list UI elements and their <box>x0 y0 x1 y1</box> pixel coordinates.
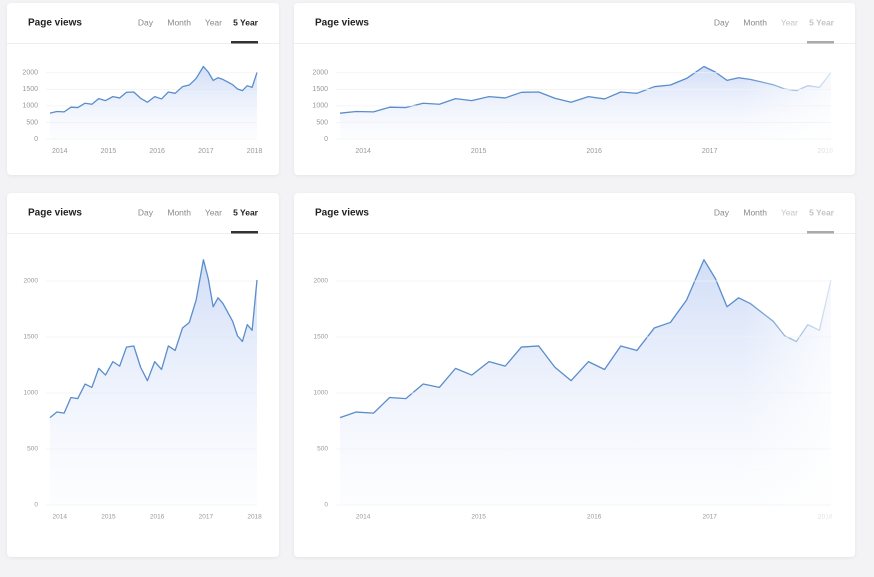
x-tick-label: 2018 <box>247 148 263 155</box>
y-tick-label: 1000 <box>312 103 328 110</box>
y-tick-label: 2000 <box>22 70 38 77</box>
x-tick-label: 2015 <box>471 514 486 521</box>
period-tab[interactable]: Day <box>138 17 154 27</box>
y-tick-label: 1000 <box>314 390 329 397</box>
y-tick-label: 500 <box>316 119 328 126</box>
y-tick-label: 1500 <box>314 334 329 341</box>
y-tick-label: 500 <box>317 446 328 453</box>
active-tab-indicator <box>807 231 834 234</box>
x-tick-label: 2016 <box>586 148 602 155</box>
line <box>49 259 258 419</box>
y-tick-label: 1000 <box>24 390 39 397</box>
period-tab[interactable]: 5 Year <box>233 207 259 217</box>
x-tick-label: 2016 <box>149 148 165 155</box>
y-tick-label: 500 <box>27 446 38 453</box>
period-tab[interactable]: 5 Year <box>233 17 259 27</box>
line <box>49 65 258 114</box>
card: Page views Day Month Year 5 Year 2014 2015 2016… <box>294 193 855 557</box>
y-tick-label: 2000 <box>314 278 329 285</box>
x-tick-label: 2018 <box>818 514 833 521</box>
period-tab[interactable]: Day <box>714 207 730 217</box>
area-fill <box>340 66 831 139</box>
y-tick-label: 1500 <box>22 86 38 93</box>
x-tick-label: 2017 <box>199 514 214 521</box>
card-title: Page views <box>315 18 369 29</box>
faded-plot: 2014 2015 2016 2017 2018 <box>339 65 833 155</box>
period-tab[interactable]: Year <box>781 17 798 27</box>
area-fill <box>340 259 831 505</box>
y-tick-label: 0 <box>34 136 38 143</box>
x-tick-label: 2014 <box>53 514 68 521</box>
period-tab[interactable]: Year <box>781 207 798 217</box>
x-tick-label: 2017 <box>702 514 717 521</box>
period-tab[interactable]: Day <box>714 17 730 27</box>
card-title: Page views <box>28 18 82 29</box>
x-tick-label: 2017 <box>198 148 214 155</box>
x-tick-label: 2014 <box>355 148 371 155</box>
period-tab[interactable]: Year <box>205 17 222 27</box>
x-tick-label: 2017 <box>702 148 718 155</box>
card: Page views Day Month Year 5 Year 0 500 1000 1500… <box>7 3 279 175</box>
active-tab-indicator <box>231 231 258 234</box>
y-tick-label: 2000 <box>312 70 328 77</box>
period-tab[interactable]: Month <box>743 17 767 27</box>
x-tick-label: 2016 <box>587 514 602 521</box>
y-tick-label: 0 <box>34 502 38 509</box>
y-tick-label: 1500 <box>24 334 39 341</box>
line <box>339 259 832 419</box>
active-tab-indicator <box>231 41 258 44</box>
y-tick-label: 0 <box>324 502 328 509</box>
x-tick-label: 2015 <box>471 148 487 155</box>
period-tab[interactable]: 5 Year <box>809 207 835 217</box>
period-tab[interactable]: Year <box>205 207 222 217</box>
y-tick-label: 1000 <box>22 103 38 110</box>
x-tick-label: 2014 <box>356 514 371 521</box>
period-tab[interactable]: Month <box>743 207 767 217</box>
period-tab[interactable]: 5 Year <box>809 17 835 27</box>
period-tab[interactable]: Month <box>167 17 191 27</box>
active-tab-indicator <box>807 41 834 44</box>
x-tick-label: 2016 <box>150 514 165 521</box>
card-title: Page views <box>28 208 82 219</box>
y-tick-label: 0 <box>324 136 328 143</box>
period-tab[interactable]: Month <box>167 207 191 217</box>
faded-plot: 2014 2015 2016 2017 2018 <box>339 259 833 521</box>
card: Page views Day Month Year 5 Year 2014 2015 2016… <box>294 3 855 175</box>
x-tick-label: 2018 <box>247 514 262 521</box>
area-fill <box>50 66 257 139</box>
area-fill <box>50 259 257 505</box>
x-tick-label: 2014 <box>52 148 68 155</box>
line <box>339 65 832 114</box>
x-tick-label: 2018 <box>817 148 833 155</box>
y-tick-label: 500 <box>26 119 38 126</box>
period-tab[interactable]: Day <box>138 207 154 217</box>
y-tick-label: 1500 <box>312 86 328 93</box>
y-tick-label: 2000 <box>24 278 39 285</box>
x-tick-label: 2015 <box>101 148 117 155</box>
card-title: Page views <box>315 208 369 219</box>
x-tick-label: 2015 <box>101 514 116 521</box>
card: Page views Day Month Year 5 Year 0 500 1000 1500… <box>7 193 279 557</box>
